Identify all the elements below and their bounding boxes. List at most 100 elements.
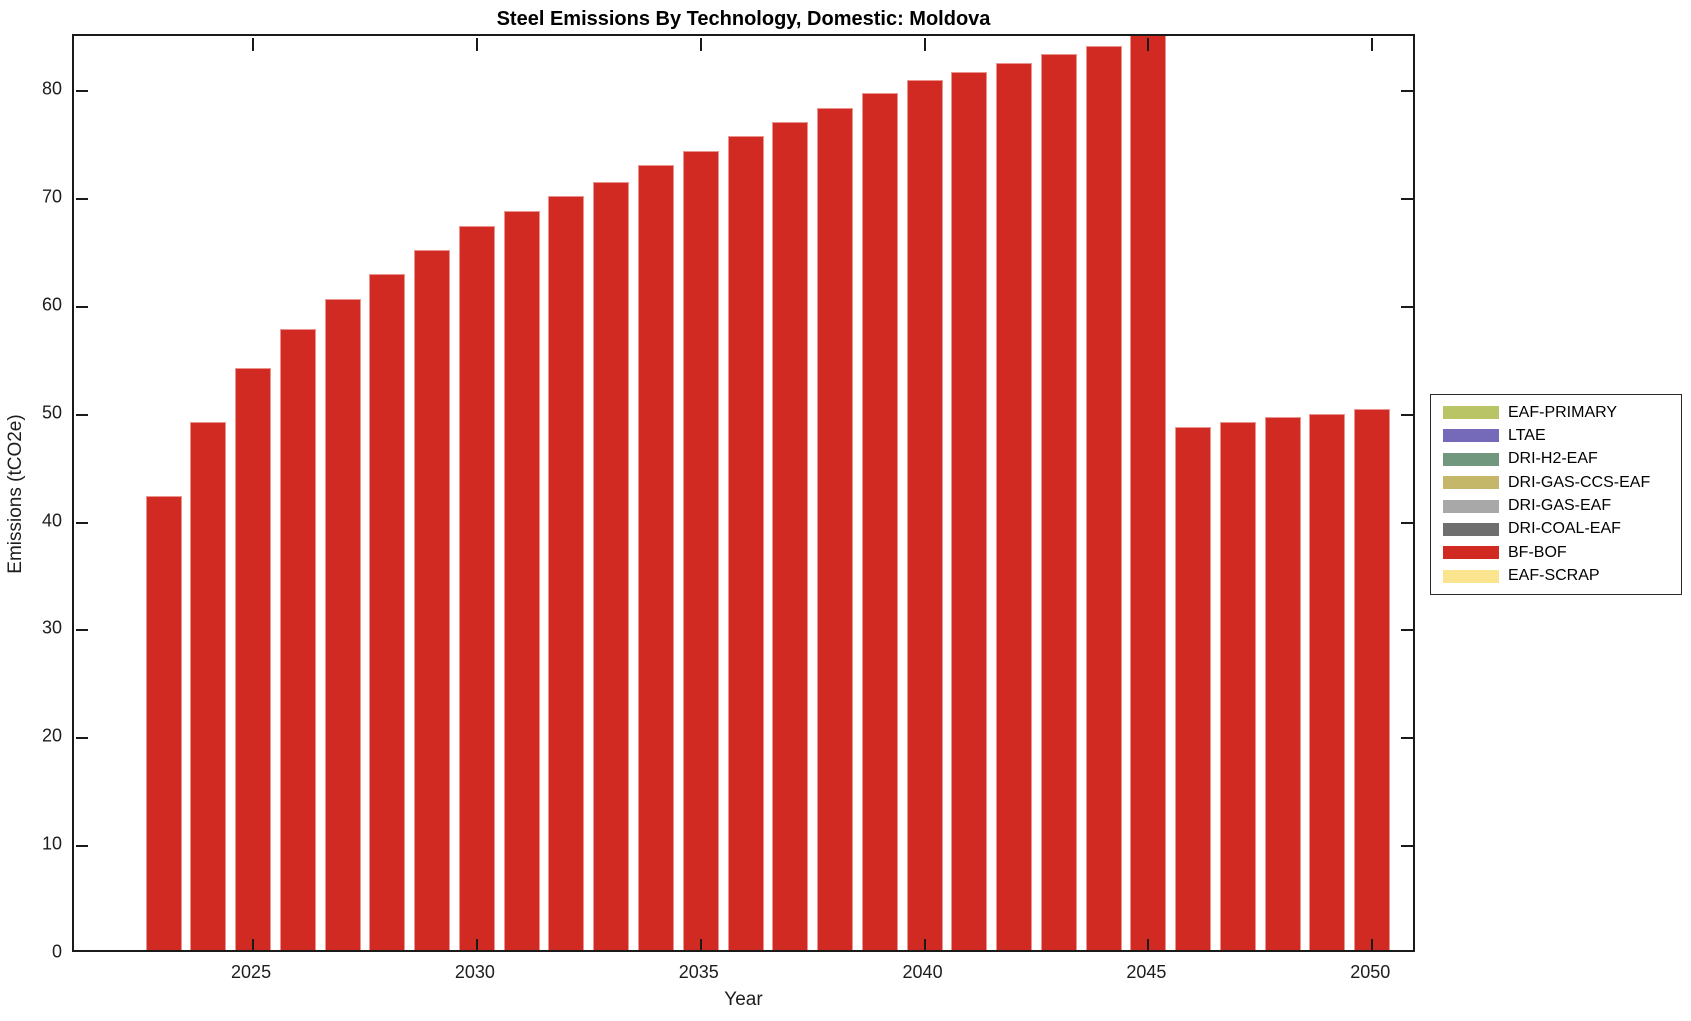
x-axis-label: Year	[724, 989, 763, 1010]
legend-item-bf-bof: BF-BOF	[1443, 543, 1681, 561]
legend-item-dri-gas-ccs-eaf: DRI-GAS-CCS-EAF	[1443, 473, 1681, 491]
bar-2023	[145, 495, 182, 950]
y-tick-left-10	[76, 845, 88, 848]
y-tick-left-40	[76, 521, 88, 524]
x-tick-label-2040: 2040	[902, 962, 943, 982]
y-tick-label-80: 80	[41, 78, 62, 99]
legend-swatch-icon	[1443, 406, 1499, 419]
x-tick-top-2025	[252, 38, 255, 51]
y-tick-label-40: 40	[41, 510, 62, 530]
y-tick-left-80	[76, 90, 88, 92]
y-tick-right-50	[1401, 413, 1413, 416]
bar-2045	[1130, 36, 1167, 950]
x-tick-bottom-2050	[1371, 939, 1374, 950]
y-tick-right-70	[1401, 197, 1413, 200]
legend-label: EAF-SCRAP	[1508, 567, 1600, 585]
y-tick-left-70	[76, 197, 88, 200]
legend-swatch-icon	[1443, 522, 1499, 536]
legend-swatch-icon	[1443, 429, 1499, 443]
x-tick-label-2050: 2050	[1350, 962, 1391, 982]
bar-2039	[861, 93, 898, 950]
bar-2028	[369, 274, 406, 950]
y-tick-left-60	[76, 305, 88, 308]
legend-item-dri-h2-eaf: DRI-H2-EAF	[1443, 450, 1681, 468]
bar-2044	[1085, 45, 1122, 950]
legend-swatch-icon	[1443, 499, 1499, 513]
bar-2036	[727, 136, 764, 950]
y-tick-right-10	[1401, 845, 1413, 848]
legend-item-eaf-scrap: EAF-SCRAP	[1443, 567, 1681, 585]
bar-2031	[503, 210, 540, 950]
legend-swatch-icon	[1443, 476, 1499, 490]
legend-label: DRI-GAS-CCS-EAF	[1508, 473, 1651, 491]
legend-item-eaf-primary: EAF-PRIMARY	[1443, 403, 1681, 421]
bar-2033	[593, 181, 630, 950]
bar-2047	[1219, 422, 1256, 950]
y-tick-label-20: 20	[41, 725, 62, 746]
x-tick-top-2050	[1371, 38, 1374, 51]
bar-2037	[772, 122, 809, 950]
bar-2026	[279, 329, 316, 950]
bar-2041	[951, 71, 988, 950]
bar-2025	[235, 368, 272, 950]
legend-label: EAF-PRIMARY	[1508, 403, 1618, 421]
x-tick-bottom-2025	[252, 939, 255, 950]
bar-2029	[414, 249, 451, 950]
x-tick-bottom-2035	[699, 939, 702, 950]
y-tick-label-60: 60	[41, 294, 62, 315]
bar-2035	[682, 151, 719, 950]
legend-label: BF-BOF	[1508, 543, 1567, 561]
y-tick-right-60	[1401, 305, 1413, 308]
y-tick-right-20	[1401, 737, 1413, 740]
bar-2043	[1040, 54, 1077, 950]
bar-2038	[817, 108, 854, 950]
legend-label: LTAE	[1508, 426, 1546, 444]
bar-2034	[637, 165, 674, 950]
bar-2042	[996, 62, 1033, 950]
y-tick-label-10: 10	[41, 833, 62, 854]
legend-item-ltae: LTAE	[1443, 426, 1681, 444]
y-tick-left-50	[76, 413, 88, 416]
bar-2049	[1309, 413, 1346, 950]
x-tick-bottom-2040	[923, 939, 926, 950]
bar-2046	[1175, 426, 1212, 950]
x-tick-label-2025: 2025	[231, 962, 272, 982]
x-tick-label-2035: 2035	[678, 962, 719, 982]
legend-label: DRI-GAS-EAF	[1508, 497, 1612, 515]
legend-swatch-icon	[1443, 452, 1499, 466]
legend-item-dri-coal-eaf: DRI-COAL-EAF	[1443, 520, 1681, 538]
x-tick-bottom-2030	[475, 939, 478, 950]
x-tick-label-2030: 2030	[454, 962, 495, 982]
y-tick-label-70: 70	[41, 186, 62, 207]
y-tick-label-50: 50	[41, 402, 62, 423]
x-tick-top-2035	[699, 38, 702, 51]
x-tick-top-2040	[923, 38, 926, 51]
plot-area	[72, 34, 1415, 952]
y-tick-right-40	[1401, 521, 1413, 524]
y-tick-left-20	[76, 737, 88, 740]
x-tick-bottom-2045	[1147, 939, 1150, 950]
legend-swatch-icon	[1443, 569, 1499, 583]
y-tick-right-30	[1401, 629, 1413, 632]
x-tick-label-2045: 2045	[1126, 962, 1167, 982]
legend-label: DRI-H2-EAF	[1508, 450, 1598, 468]
chart-title: Steel Emissions By Technology, Domestic:…	[496, 8, 991, 30]
bar-2032	[548, 195, 585, 950]
bar-2030	[458, 225, 495, 950]
x-tick-top-2030	[475, 38, 478, 51]
legend-swatch-icon	[1443, 546, 1499, 560]
x-tick-top-2045	[1147, 38, 1150, 51]
bar-2027	[324, 299, 361, 950]
y-tick-left-30	[76, 629, 88, 632]
y-tick-label-30: 30	[41, 617, 62, 638]
legend-box: EAF-PRIMARY LTAE DRI-H2-EAF DRI-GAS-CCS-EAF…	[1430, 394, 1682, 595]
bar-2048	[1264, 416, 1301, 950]
legend-label: DRI-COAL-EAF	[1508, 520, 1621, 538]
bar-2050	[1354, 409, 1391, 950]
y-axis-label: Emissions (tCO2e)	[5, 414, 26, 574]
legend-item-dri-gas-eaf: DRI-GAS-EAF	[1443, 497, 1681, 515]
bar-2024	[190, 422, 227, 950]
bar-2040	[906, 80, 943, 950]
y-tick-right-80	[1401, 90, 1413, 92]
